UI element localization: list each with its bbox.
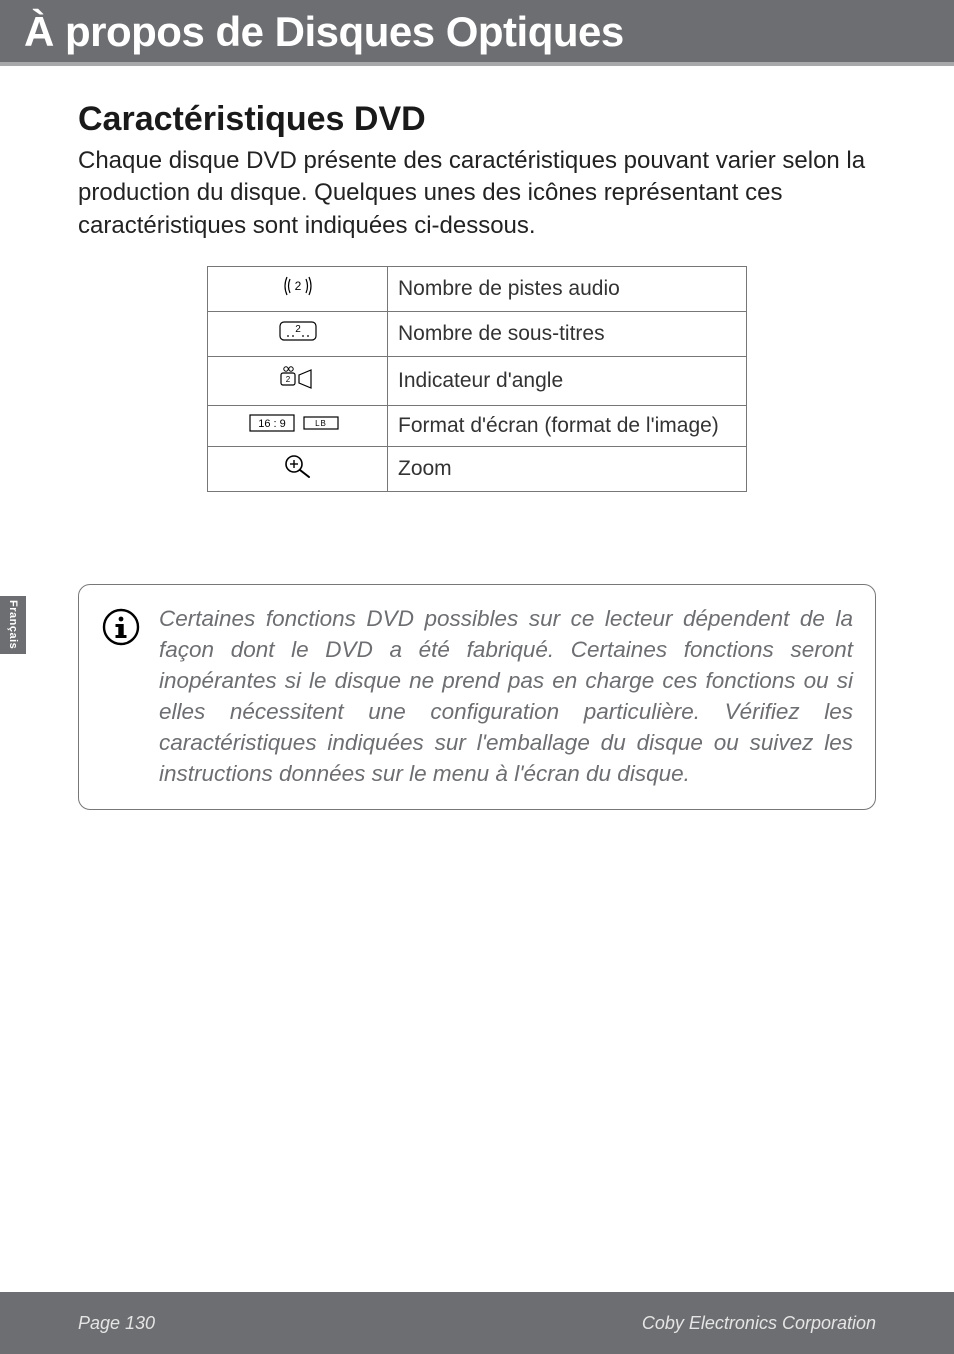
language-tab: Français — [0, 596, 26, 654]
features-table: 2 Nombre de pistes audio 2 — [207, 266, 747, 492]
screen-format-icon: 16 : 9 LB — [248, 412, 348, 440]
table-row: Zoom — [208, 447, 747, 492]
note-box: Certaines fonctions DVD possibles sur ce… — [78, 584, 876, 810]
desc-cell: Indicateur d'angle — [388, 357, 747, 406]
icon-cell: 2 — [208, 267, 388, 312]
table-row: 2 Nombre de pistes audio — [208, 267, 747, 312]
table-row: 2 Nombre de sous-titres — [208, 312, 747, 357]
note-text: Certaines fonctions DVD possibles sur ce… — [159, 603, 853, 789]
desc-cell: Format d'écran (format de l'image) — [388, 406, 747, 447]
icon-cell: 2 — [208, 357, 388, 406]
footer-company: Coby Electronics Corporation — [642, 1313, 876, 1334]
svg-text:2: 2 — [295, 324, 301, 335]
svg-text:2: 2 — [285, 375, 290, 384]
desc-cell: Nombre de sous-titres — [388, 312, 747, 357]
svg-text:2: 2 — [294, 279, 301, 293]
desc-cell: Zoom — [388, 447, 747, 492]
page: À propos de Disques Optiques Caractérist… — [0, 0, 954, 1354]
page-title: À propos de Disques Optiques — [24, 8, 954, 56]
audio-tracks-icon: 2 — [281, 273, 315, 305]
info-icon — [101, 607, 141, 652]
icon-cell: 16 : 9 LB — [208, 406, 388, 447]
svg-text:16 : 9: 16 : 9 — [258, 418, 286, 430]
desc-cell: Nombre de pistes audio — [388, 267, 747, 312]
angle-icon: 2 — [275, 363, 321, 399]
icon-cell — [208, 447, 388, 492]
footer: Page 130 Coby Electronics Corporation — [0, 1292, 954, 1354]
section-heading: Caractéristiques DVD — [78, 100, 876, 139]
header-band: À propos de Disques Optiques — [0, 0, 954, 66]
svg-text:LB: LB — [315, 419, 327, 428]
section-intro: Chaque disque DVD présente des caractéri… — [78, 145, 876, 242]
icon-cell: 2 — [208, 312, 388, 357]
table-row: 2 Indicateur d'angle — [208, 357, 747, 406]
table-row: 16 : 9 LB Format d'écran (format de l'im… — [208, 406, 747, 447]
footer-page: Page 130 — [78, 1313, 155, 1334]
subtitles-icon: 2 — [276, 318, 320, 350]
zoom-icon — [282, 453, 314, 485]
